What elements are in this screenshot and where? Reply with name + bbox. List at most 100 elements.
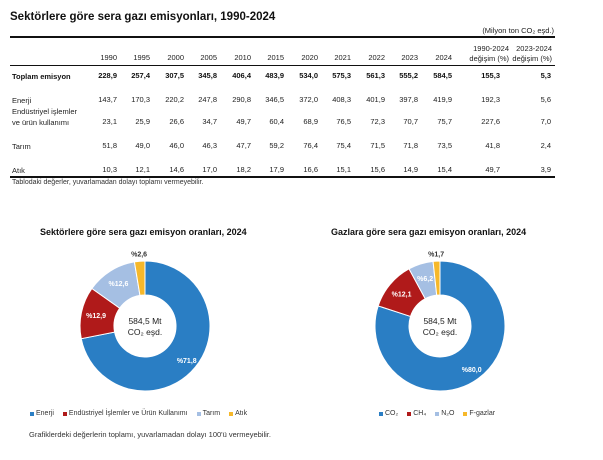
table-cell: 15,6 xyxy=(370,165,385,174)
legend-label: Tarım xyxy=(202,410,221,417)
column-header-2024: 2024 xyxy=(435,53,452,62)
legend-label: Endüstriyel İşlemler ve Ürün Kullanımı xyxy=(68,410,188,417)
change-cell: 3,9 xyxy=(540,165,551,174)
table-cell: 290,8 xyxy=(232,95,251,104)
table-cell: 18,2 xyxy=(236,165,251,174)
table-cell: 345,8 xyxy=(198,71,217,80)
table-cell: 408,3 xyxy=(332,95,351,104)
table-cell: 23,1 xyxy=(102,117,117,126)
data-label-ch4: %12,1 xyxy=(392,292,412,299)
table-cell: 73,5 xyxy=(437,141,452,150)
table-cell: 46,3 xyxy=(202,141,217,150)
column-header-2000: 2000 xyxy=(167,53,184,62)
table-title: Sektörlere göre sera gazı emisyonları, 1… xyxy=(10,11,276,23)
table-cell: 34,7 xyxy=(202,117,217,126)
change-cell: 2,4 xyxy=(540,141,551,150)
change-cell: 192,3 xyxy=(481,95,500,104)
table-cell: 46,0 xyxy=(169,141,184,150)
table-cell: 372,0 xyxy=(299,95,318,104)
legend-swatch xyxy=(407,411,412,416)
change-cell: 5,6 xyxy=(540,95,551,104)
table-cell: 71,8 xyxy=(403,141,418,150)
table-cell: 10,3 xyxy=(102,165,117,174)
center-unit-label: CO₂ eşd. xyxy=(128,327,162,337)
table-header-rule xyxy=(10,65,555,66)
table-cell: 76,4 xyxy=(303,141,318,150)
column-header-1995: 1995 xyxy=(133,53,150,62)
donut-slice-enerji xyxy=(80,260,211,392)
table-cell: 220,2 xyxy=(165,95,184,104)
column-header-2022: 2022 xyxy=(368,53,385,62)
gas-chart-legend: CO₂ CH₄ N₂O F-gazlar xyxy=(379,410,495,417)
legend-item-endustriyel: Endüstriyel İşlemler ve Ürün Kullanımı xyxy=(62,410,188,417)
table-cell: 47,7 xyxy=(236,141,251,150)
data-label-tarim: %12,6 xyxy=(109,281,129,288)
table-cell: 401,9 xyxy=(366,95,385,104)
legend-item-atik: Atık xyxy=(229,410,247,417)
column-header-2021: 2021 xyxy=(334,53,351,62)
legend-item-co2: CO₂ xyxy=(379,410,398,417)
column-header-2010: 2010 xyxy=(234,53,251,62)
table-cell: 561,3 xyxy=(366,71,385,80)
table-cell: 12,1 xyxy=(135,165,150,174)
legend-swatch xyxy=(463,411,468,416)
table-cell: 143,7 xyxy=(98,95,117,104)
sector-chart-legend: Enerji Endüstriyel İşlemler ve Ürün Kulla… xyxy=(30,410,247,417)
row-label: Atık xyxy=(12,166,25,175)
table-cell: 307,5 xyxy=(165,71,184,80)
legend-item-f-gazlar: F-gazlar xyxy=(463,410,495,417)
donut-slice-f-gazlar xyxy=(432,260,441,296)
table-cell: 68,9 xyxy=(303,117,318,126)
table-cell: 247,8 xyxy=(198,95,217,104)
legend-item-ch4: CH₄ xyxy=(407,410,426,417)
center-total-label: 584,5 Mt xyxy=(128,316,162,326)
table-cell: 419,9 xyxy=(433,95,452,104)
table-cell: 228,9 xyxy=(98,71,117,80)
change-cell: 155,3 xyxy=(481,71,500,80)
table-cell: 483,9 xyxy=(265,71,284,80)
legend-label: CH₄ xyxy=(413,410,427,417)
table-cell: 14,6 xyxy=(169,165,184,174)
legend-label: Atık xyxy=(235,410,248,417)
table-cell: 49,7 xyxy=(236,117,251,126)
row-label: Enerji xyxy=(12,96,32,105)
table-cell: 257,4 xyxy=(131,71,150,80)
table-cell: 575,3 xyxy=(332,71,351,80)
table-cell: 49,0 xyxy=(135,141,150,150)
center-total-label: 584,5 Mt xyxy=(423,316,457,326)
table-cell: 170,3 xyxy=(131,95,150,104)
table-cell: 70,7 xyxy=(403,117,418,126)
column-header-2015: 2015 xyxy=(267,53,284,62)
table-cell: 555,2 xyxy=(399,71,418,80)
data-label-f-gazlar: %1,7 xyxy=(428,252,444,259)
center-unit-label: CO₂ eşd. xyxy=(423,327,457,337)
table-cell: 75,4 xyxy=(336,141,351,150)
legend-swatch xyxy=(62,411,67,416)
table-cell: 406,4 xyxy=(232,71,251,80)
table-cell: 59,2 xyxy=(269,141,284,150)
row-label: Tarım xyxy=(12,142,31,151)
change-cell: 227,6 xyxy=(481,117,500,126)
row-label: Toplam emisyon xyxy=(12,72,71,81)
table-top-rule xyxy=(10,36,555,38)
table-cell: 15,1 xyxy=(336,165,351,174)
charts-footnote: Grafiklerdeki değerlerin toplamı, yuvarl… xyxy=(29,430,271,439)
table-cell: 346,5 xyxy=(265,95,284,104)
table-cell: 534,0 xyxy=(299,71,318,80)
data-label-endustriyel: %12,9 xyxy=(86,313,106,320)
data-label-co2: %80,0 xyxy=(462,367,482,374)
column-header-1990: 1990 xyxy=(100,53,117,62)
table-cell: 17,9 xyxy=(269,165,284,174)
gas-chart-title: Gazlara göre sera gazı emisyon oranları,… xyxy=(331,227,527,237)
legend-swatch xyxy=(379,411,383,416)
table-cell: 26,6 xyxy=(169,117,184,126)
column-header-2023: 2023 xyxy=(401,53,418,62)
legend-label: N₂O xyxy=(441,410,455,417)
legend-swatch xyxy=(196,411,201,416)
row-label: Endüstriyel işlemler ve ürün kullanımı xyxy=(12,107,78,127)
table-cell: 397,8 xyxy=(399,95,418,104)
change-column-header: 1990-2024 değişim (%) xyxy=(469,44,509,63)
table-cell: 584,5 xyxy=(433,71,452,80)
unit-note: (Milyon ton CO₂ eşd.) xyxy=(482,26,554,35)
